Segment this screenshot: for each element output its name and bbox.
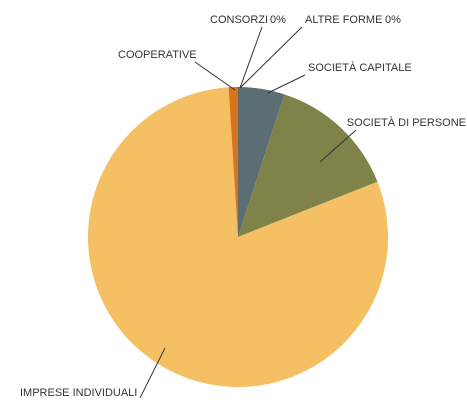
leader-line [267,74,306,94]
leader-line [239,26,263,89]
slice-value-label: 0% [270,14,286,26]
leader-line [319,129,357,163]
pie [88,87,389,388]
slice-name-label: SOCIETÀ CAPITALE [308,61,412,74]
leader-lines [139,26,357,399]
slice-name-label: SOCIETÀ DI PERSONE [347,116,466,129]
slice-name-label: COOPERATIVE [118,49,197,61]
pie-slice [238,87,285,237]
pie-slice [88,87,389,388]
pie-slice [228,87,238,237]
slice-name-label: IMPRESE INDIVIDUALI [20,387,137,399]
leader-line [139,347,166,399]
pie-slice [238,94,378,237]
leader-line [194,61,236,91]
slice-name-label: CONSORZI [210,14,268,26]
leader-line [239,26,303,89]
slice-value-label: 0% [385,14,401,26]
slice-name-label: ALTRE FORME [305,14,382,26]
